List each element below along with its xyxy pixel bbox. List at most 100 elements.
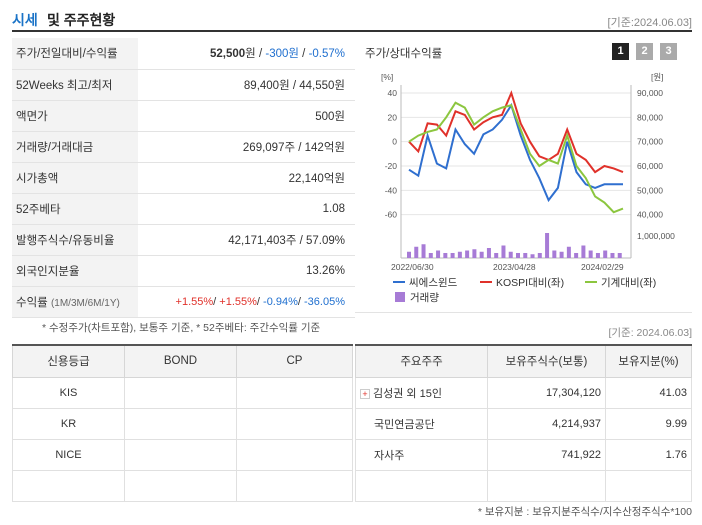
volume-bar bbox=[574, 253, 579, 258]
col-header: 보유주식수(보통) bbox=[487, 344, 606, 378]
bond-rating bbox=[124, 438, 237, 471]
rating-agency: KR bbox=[12, 407, 125, 440]
right-tick-label: 60,000 bbox=[637, 161, 663, 171]
cp-rating bbox=[236, 469, 353, 502]
price-chart: 40 90,000 20 80,000 0 70,000 -20 60,000 -40 50,00… bbox=[381, 72, 675, 304]
left-tick-label: 40 bbox=[388, 88, 398, 98]
row-key: 시가총액 bbox=[12, 162, 138, 194]
table-row: 주가/전일대비/수익률 52,500원 / -300원 / -0.57% bbox=[12, 38, 355, 70]
volume-bar bbox=[436, 250, 441, 258]
section-title-sub: 및 주주현황 bbox=[47, 12, 116, 28]
x-tick-label: 2024/02/29 bbox=[581, 262, 624, 272]
holder-name-text: 김성권 외 15인 bbox=[373, 387, 442, 400]
x-tick-label: 2022/06/30 bbox=[391, 262, 434, 272]
holder-name: + 김성권 외 15인 bbox=[355, 376, 488, 409]
right-tick-label: 90,000 bbox=[637, 88, 663, 98]
volume-bar bbox=[443, 253, 448, 258]
table-row: 시가총액 22,140억원 bbox=[12, 162, 355, 194]
table-row bbox=[355, 469, 692, 502]
row-key: 발행주식수/유동비율 bbox=[12, 224, 138, 256]
rating-agency: NICE bbox=[12, 438, 125, 471]
volume-bar bbox=[414, 246, 419, 258]
col-header: BOND bbox=[124, 344, 237, 378]
holder-pct: 1.76 bbox=[605, 438, 692, 471]
row-key: 액면가 bbox=[12, 100, 138, 132]
table-row: 외국인지분율 13.26% bbox=[12, 255, 355, 287]
volume-bar bbox=[552, 250, 557, 258]
legend-label: 씨에스윈드 bbox=[409, 276, 458, 289]
holders-footnote: * 보유지분 : 보유지분주식수/지수산정주식수*100 bbox=[477, 506, 692, 518]
left-tick-label: 0 bbox=[392, 137, 397, 147]
volume-bar bbox=[559, 251, 564, 258]
row-value: 89,400원 / 44,550원 bbox=[138, 69, 355, 101]
volume-bar bbox=[465, 250, 470, 258]
row-key: 거래량/거래대금 bbox=[12, 131, 138, 163]
credit-rating-table: 신용등급 BOND CP KIS KR NICE bbox=[12, 344, 353, 502]
base-date: [기준:2024.06.03] bbox=[607, 17, 692, 29]
empty-cell bbox=[487, 469, 606, 502]
return-6m: -0.94% bbox=[263, 295, 298, 308]
return-1y: -36.05% bbox=[304, 295, 345, 308]
right-tick-label: 70,000 bbox=[637, 137, 663, 147]
series-line-2 bbox=[408, 90, 624, 174]
cp-rating bbox=[236, 407, 353, 440]
left-tick-label: -60 bbox=[385, 210, 398, 220]
holder-pct: 41.03 bbox=[605, 376, 692, 409]
price-unit: 원 bbox=[245, 48, 256, 61]
cp-rating bbox=[236, 376, 353, 409]
price-summary-table: 주가/전일대비/수익률 52,500원 / -300원 / -0.57% 52W… bbox=[12, 38, 355, 318]
section-header: 시세 및 주주현황 [기준:2024.06.03] bbox=[12, 6, 692, 32]
volume-bar bbox=[610, 253, 615, 258]
chart-title: 주가/상대수익률 bbox=[365, 48, 443, 60]
row-value: 52,500원 / -300원 / -0.57% bbox=[138, 38, 355, 70]
col-header: 주요주주 bbox=[355, 344, 488, 378]
volume-bar bbox=[588, 250, 593, 258]
table-row: 52주베타 1.08 bbox=[12, 193, 355, 225]
bond-rating bbox=[124, 469, 237, 502]
chart-page-3-button[interactable]: 3 bbox=[660, 43, 677, 60]
holder-name: 자사주 bbox=[355, 438, 488, 471]
legend-label: 거래량 bbox=[410, 292, 439, 304]
col-header: 보유지분(%) bbox=[605, 344, 692, 378]
left-axis-unit: [%] bbox=[381, 72, 393, 82]
volume-bar bbox=[537, 253, 542, 258]
volume-bar bbox=[581, 245, 586, 258]
volume-bar bbox=[479, 251, 484, 258]
row-value: 22,140억원 bbox=[138, 162, 355, 194]
holder-shares: 741,922 bbox=[487, 438, 606, 471]
table-row: 국민연금공단 4,214,937 9.99 bbox=[355, 407, 692, 440]
holder-name: 국민연금공단 bbox=[355, 407, 488, 440]
volume-bar bbox=[421, 244, 426, 258]
table-row: KIS bbox=[12, 376, 353, 409]
holder-shares: 17,304,120 bbox=[487, 376, 606, 409]
rating-agency: KIS bbox=[12, 376, 125, 409]
return-period-label: (1M/3M/6M/1Y) bbox=[50, 297, 120, 309]
row-key: 52주베타 bbox=[12, 193, 138, 225]
change-value: -300원 bbox=[265, 48, 299, 61]
price-value: 52,500 bbox=[209, 48, 246, 61]
row-value: 1.08 bbox=[138, 193, 355, 225]
bond-rating bbox=[124, 376, 237, 409]
volume-bar bbox=[494, 253, 499, 258]
volume-bar bbox=[508, 251, 513, 258]
row-value: 42,171,403주 / 57.09% bbox=[138, 224, 355, 256]
right-axis-unit: [원] bbox=[651, 72, 664, 82]
row-key: 주가/전일대비/수익률 bbox=[12, 38, 138, 70]
holder-pct: 9.99 bbox=[605, 407, 692, 440]
rating-agency bbox=[12, 469, 125, 502]
row-key: 외국인지분율 bbox=[12, 255, 138, 287]
change-rate: -0.57% bbox=[308, 48, 345, 61]
return-3m: +1.55% bbox=[219, 295, 257, 308]
table-row: 52Weeks 최고/최저 89,400원 / 44,550원 bbox=[12, 69, 355, 101]
volume-bar bbox=[457, 251, 462, 258]
left-tick-label: -20 bbox=[385, 161, 398, 171]
chart-page-2-button[interactable]: 2 bbox=[636, 43, 653, 60]
row-key: 52Weeks 최고/최저 bbox=[12, 69, 138, 101]
expand-icon[interactable]: + bbox=[360, 388, 370, 399]
table-row: + 김성권 외 15인 17,304,120 41.03 bbox=[355, 376, 692, 409]
bond-rating bbox=[124, 407, 237, 440]
chart-page-1-button[interactable]: 1 bbox=[612, 43, 629, 60]
holder-shares: 4,214,937 bbox=[487, 407, 606, 440]
volume-bar bbox=[428, 253, 433, 258]
legend-swatch bbox=[395, 292, 405, 302]
